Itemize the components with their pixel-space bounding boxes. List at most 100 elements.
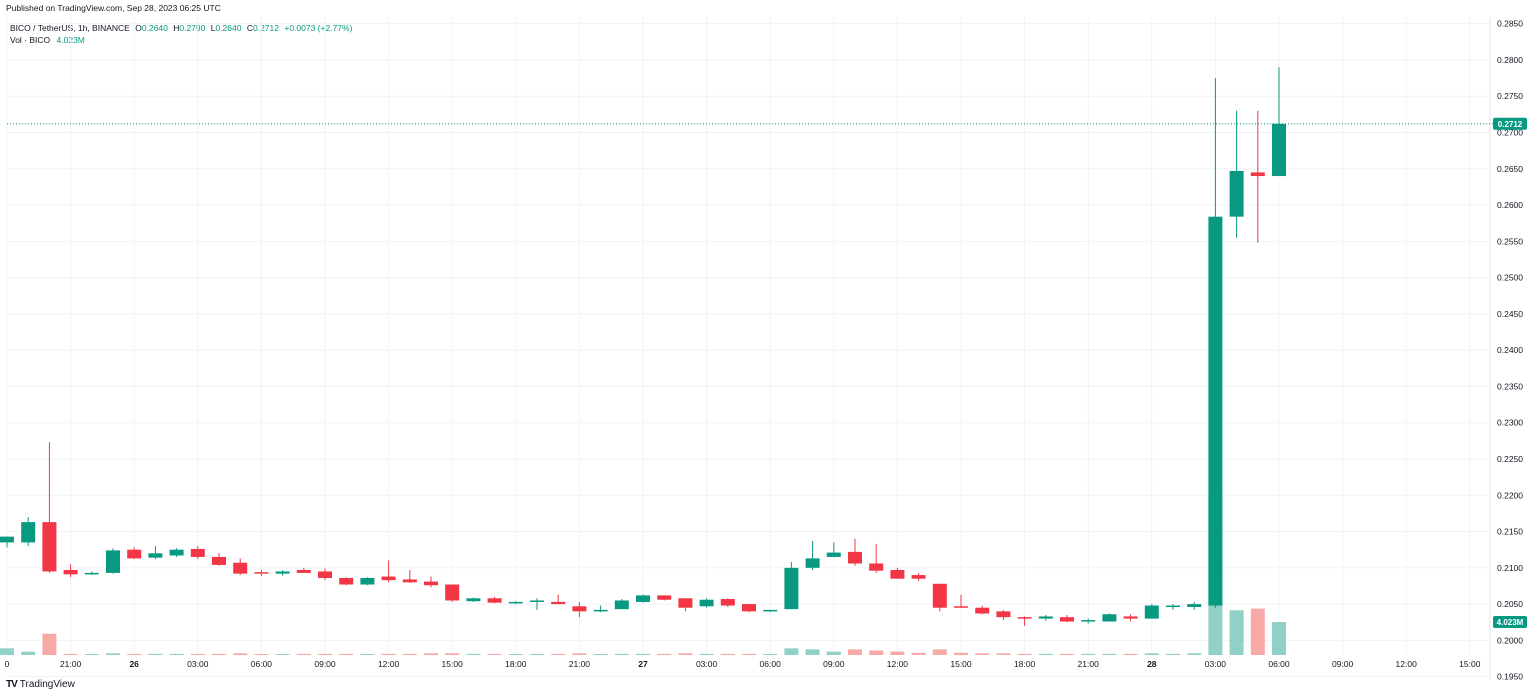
candle-body [826,552,841,557]
time-axis[interactable]: 0 21:00 26 03:00 06:00 09:00 12:00 15:00 18:00 21… [5,659,1481,669]
volume-bar [1017,653,1032,655]
candle-body [466,598,481,602]
candle-body [339,577,354,585]
candle-body [657,595,672,600]
volume-bar [1187,653,1202,655]
price-tick-label: 0.2600 [1497,200,1523,210]
candle-body [763,609,778,612]
volume-bar [1229,610,1244,655]
time-tick-label: 15:00 [1459,659,1481,669]
candle-body [1250,172,1265,177]
candle-body [869,563,884,571]
volume-bar [169,653,184,655]
candle-body [1123,616,1138,619]
price-tick-label: 0.2100 [1497,563,1523,573]
candle-body [530,600,544,602]
volume-bar [63,653,78,655]
price-tick-label: 0.1950 [1497,672,1523,682]
candle-body [1166,605,1180,608]
candle-body [21,522,36,543]
volume-bar [954,652,968,655]
volume-bar [127,653,142,655]
volume-bar [233,653,248,655]
volume-bar [487,653,502,655]
price-tick-label: 0.2050 [1497,599,1523,609]
time-tick-label: 21:00 [60,659,82,669]
price-tick-label: 0.2450 [1497,309,1523,319]
price-tick-label: 0.2200 [1497,490,1523,500]
volume-bar [1038,653,1053,655]
candle-body [487,598,502,603]
volume-bar [254,654,269,655]
candle-body [212,556,226,565]
volume-bar [975,653,990,655]
candle-body [1102,614,1117,622]
tradingview-brand[interactable]: TV TradingView [6,679,75,690]
candle-body [254,572,269,574]
time-tick-label: 28 [1147,659,1157,669]
candle-body [742,604,756,612]
volume-bar [805,649,820,655]
time-tick-label: 06:00 [760,659,782,669]
volume-label[interactable]: Vol · BICO [10,35,51,45]
high-key: H [173,23,180,33]
volume-bar [572,653,587,655]
time-tick-label: 12:00 [378,659,400,669]
close-value: 0.2712 [252,23,279,33]
candle-body [1208,216,1223,606]
candle-body [381,576,396,581]
volume-bar [1102,653,1117,655]
candle-body [275,571,290,574]
price-tick-label: 0.2400 [1497,345,1523,355]
change-value: +0.0073 (+2.77%) [284,23,353,33]
high-value: 0.2790 [179,23,206,33]
published-note: Published on TradingView.com, Sep 28, 20… [6,3,221,13]
price-axis[interactable]: 0.2850 0.2800 0.2750 0.2700 0.2650 0.2600 0.25… [1493,19,1527,682]
candle-body [402,579,417,583]
symbol-label[interactable]: BICO / TetherUS, 1h, BINANCE [10,23,130,33]
volume-bar [890,651,905,655]
price-tick-label: 0.2800 [1497,55,1523,65]
candle-body [1060,617,1074,622]
price-tick-label: 0.2700 [1497,128,1523,138]
candle-body [508,601,523,604]
volume-bar [1250,608,1265,655]
candle-body [784,567,799,610]
volume-bar [636,653,650,655]
candle-body [233,562,248,574]
grid [6,17,1491,680]
volume-bar [381,653,396,655]
volume-bar [614,653,629,655]
last-price-badge [1493,117,1527,130]
volume-bar [190,653,205,655]
time-tick-label: 21:00 [569,659,591,669]
candle-body [975,607,990,614]
volume-bar [657,653,672,655]
volume-bar [0,648,14,655]
volume-bar [466,653,481,655]
candle-body [0,536,14,543]
low-value: 0.2640 [215,23,242,33]
ohlc-legend: BICO / TetherUS, 1h, BINANCE O0.2640 H0.… [10,22,352,34]
volume-bar [1166,653,1180,655]
volume-bar [318,653,332,655]
volume-bar [593,654,608,655]
time-tick-label: 15:00 [950,659,972,669]
candle-body [360,577,375,585]
candle-body [296,569,311,573]
volume-bar [826,651,841,655]
close-key: C [246,23,253,33]
price-tick-label: 0.2750 [1497,91,1523,101]
price-tick-label: 0.2300 [1497,418,1523,428]
time-tick-label: 06:00 [1268,659,1290,669]
candle-body [1081,620,1096,622]
open-value: 0.2640 [141,23,168,33]
volume-bar [360,654,375,655]
volume-bar [1123,653,1138,655]
volume-bar [339,653,354,655]
volume-bar [148,653,163,655]
candle-body [1038,616,1053,619]
time-tick-label: 18:00 [1014,659,1036,669]
candle-body [318,571,332,578]
